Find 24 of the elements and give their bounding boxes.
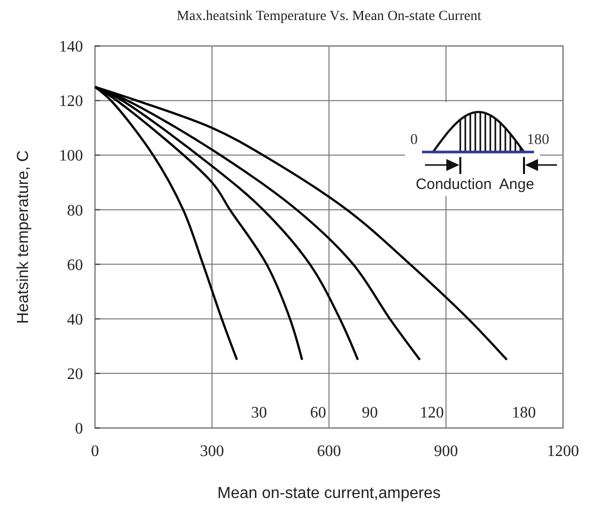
text: 30 xyxy=(250,404,267,422)
chart-title: Max.heatsink Temperature Vs. Mean On-state Current xyxy=(176,9,482,24)
x-tick-label: 600 xyxy=(317,443,341,460)
text: 180 xyxy=(512,404,536,422)
x-tick-label: 0 xyxy=(91,443,99,460)
text: 60 xyxy=(310,404,326,422)
y-tick-label: 60 xyxy=(67,256,83,274)
annotation: 180 xyxy=(526,132,550,148)
y-tick-label: 0 xyxy=(75,420,83,438)
y-tick-label: 20 xyxy=(67,366,83,384)
x-axis-title: Mean on-state current,amperes xyxy=(217,485,441,502)
y-tick-label: 140 xyxy=(59,38,83,56)
y-tick-label: 120 xyxy=(59,93,83,110)
text: 120 xyxy=(420,404,444,422)
y-tick-label: 40 xyxy=(67,311,83,328)
y-tick-label: 100 xyxy=(59,148,83,165)
x-tick-label: 900 xyxy=(434,443,458,460)
y-axis-title: Heatsink temperature, C xyxy=(15,150,32,324)
text: 90 xyxy=(362,404,378,422)
x-tick-label: 1200 xyxy=(547,443,579,460)
annotation: 0 xyxy=(410,132,418,148)
annotation: Conduction Ange xyxy=(416,176,534,193)
x-tick-label: 300 xyxy=(200,443,224,460)
y-tick-label: 80 xyxy=(67,202,83,220)
